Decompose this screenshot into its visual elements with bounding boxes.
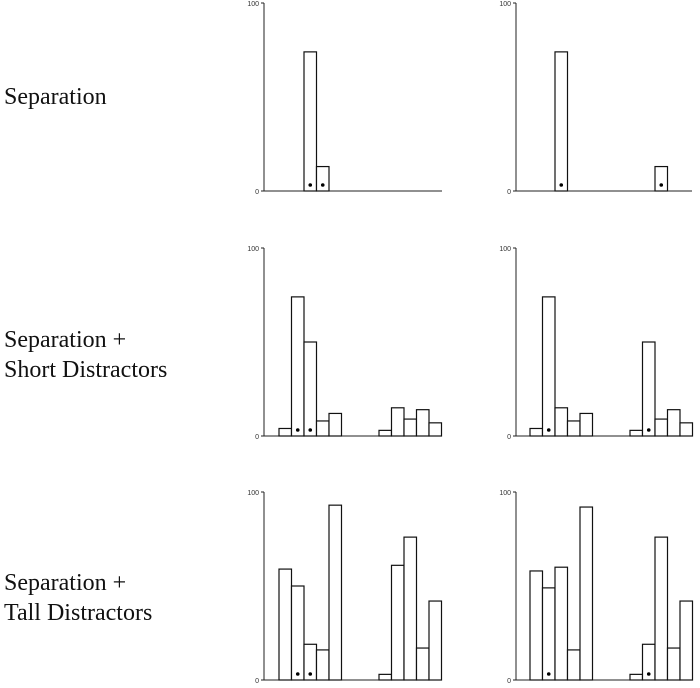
- chart-r2-c1-bar-2: [554, 566, 569, 681]
- chart-r2-c1-bar-1: [541, 587, 556, 681]
- chart-r2-c0-tick-label-100: 100: [247, 490, 259, 497]
- chart-r2-c0-marker-dot-2: [308, 672, 313, 676]
- chart-r0-c1-bar-2: [554, 51, 569, 192]
- chart-r2-c1-bar-4: [579, 506, 594, 681]
- chart-r1-c0-tick-label-100: 100: [247, 246, 259, 253]
- chart-r2-c1-marker-dot-9: [646, 672, 651, 676]
- chart-r2-c0-tick-label-0: 0: [255, 678, 259, 685]
- chart-r2-c1-bar-12: [679, 600, 694, 681]
- chart-r2-c1-marker-dot-1: [546, 672, 551, 676]
- chart-r1-c0-bar-11: [415, 409, 430, 437]
- chart-r1-c1-tick-label-100: 100: [499, 246, 511, 253]
- chart-r1-c1-marker-dot-9: [646, 428, 651, 432]
- chart-r0-c0-tick-label-100: 100: [247, 1, 259, 8]
- chart-r1-c0-tick-label-0: 0: [255, 434, 259, 441]
- chart-r1-c0-marker-dot-2: [308, 428, 313, 432]
- chart-r1-c1-bar-1: [541, 296, 556, 437]
- chart-r2-c0-bar-1: [290, 585, 305, 681]
- row-label-separation: Separation: [4, 84, 107, 110]
- chart-r2-c0-bar-12: [428, 600, 443, 681]
- chart-r1-c0-bar-10: [403, 418, 418, 437]
- chart-r1-c0-bar-3: [315, 420, 330, 437]
- chart-r0-c1-marker-dot-10: [659, 183, 664, 187]
- chart-r2-c1-tick-label-0: 0: [507, 678, 511, 685]
- chart-r1-c1-bar-4: [579, 412, 594, 437]
- chart-r1-c0-bar-1: [290, 296, 305, 437]
- chart-r0-c0-marker-dot-2: [308, 183, 313, 187]
- chart-r1-c1-bar-3: [566, 420, 581, 437]
- chart-r1-c1-tick-label-0: 0: [507, 434, 511, 441]
- chart-r2-c0-bar-0: [278, 568, 293, 681]
- chart-r0-c1-marker-dot-2: [559, 183, 564, 187]
- chart-r1-c1-marker-dot-1: [546, 428, 551, 432]
- chart-r1-c0-bar-2: [303, 341, 318, 437]
- chart-r2-c0-bar-10: [403, 536, 418, 681]
- chart-r0-c0-bar-3: [315, 165, 330, 192]
- chart-r2-c0-marker-dot-1: [295, 672, 300, 676]
- row-label-separation-tall-distractors: Separation + Tall Distractors: [4, 570, 153, 626]
- chart-r1-c0-bar-8: [378, 429, 393, 437]
- chart-r0-c0-bar-2: [303, 51, 318, 192]
- chart-r1-c1-bar-12: [679, 422, 694, 437]
- chart-r1-c0-bar-9: [390, 407, 405, 437]
- chart-r2-c0-bar-4: [328, 504, 343, 681]
- chart-r2-c0-bar-3: [315, 649, 330, 681]
- chart-r2-c1-bar-3: [566, 649, 581, 681]
- chart-r1-c1-bar-10: [654, 418, 669, 437]
- chart-r2-c0-bar-9: [390, 564, 405, 681]
- chart-r1-c1-bar-2: [554, 407, 569, 437]
- chart-r1-c0-bar-12: [428, 422, 443, 437]
- chart-r0-c0-marker-dot-3: [320, 183, 325, 187]
- row-label-separation-short-distractors: Separation + Short Distractors: [4, 327, 168, 383]
- chart-r1-c0-bar-0: [278, 427, 293, 437]
- chart-r2-c1-bar-0: [529, 570, 544, 681]
- chart-r0-c1-tick-label-100: 100: [499, 1, 511, 8]
- chart-r1-c1-bar-0: [529, 427, 544, 437]
- chart-r2-c0-bar-8: [378, 673, 393, 681]
- chart-r0-c1-tick-label-0: 0: [507, 189, 511, 196]
- chart-r2-c1-bar-8: [629, 673, 644, 681]
- chart-r1-c1-bar-8: [629, 429, 644, 437]
- chart-r2-c1-bar-11: [666, 647, 681, 681]
- chart-r1-c1-bar-11: [666, 409, 681, 437]
- chart-r2-c1-tick-label-100: 100: [499, 490, 511, 497]
- chart-r0-c0-tick-label-0: 0: [255, 189, 259, 196]
- chart-r2-c0-bar-11: [415, 647, 430, 681]
- chart-r1-c0-bar-4: [328, 412, 343, 437]
- chart-r2-c1-bar-10: [654, 536, 669, 681]
- chart-r0-c1-bar-10: [654, 165, 669, 192]
- chart-r1-c0-marker-dot-1: [295, 428, 300, 432]
- chart-r1-c1-bar-9: [641, 341, 656, 437]
